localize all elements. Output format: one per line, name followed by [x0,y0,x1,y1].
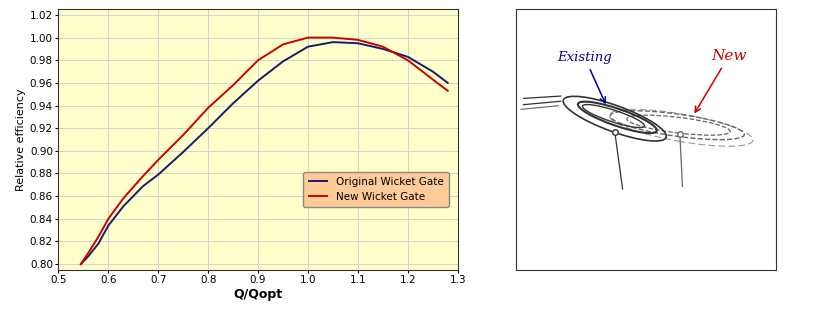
Original Wicket Gate [76,262,86,266]
Line: New Wicket Gate: New Wicket Gate [81,38,448,264]
Original Wicket Gate [303,45,313,49]
Original Wicket Gate [203,126,213,130]
New Wicket Gate [154,158,164,162]
New Wicket Gate [378,45,388,49]
Original Wicket Gate [228,101,238,105]
Original Wicket Gate [328,40,338,44]
New Wicket Gate [104,217,114,221]
Original Wicket Gate [428,70,438,73]
New Wicket Gate [76,262,86,266]
Text: Existing: Existing [558,51,612,103]
New Wicket Gate [94,235,104,239]
New Wicket Gate [203,106,213,110]
New Wicket Gate [253,58,263,62]
New Wicket Gate [228,83,238,87]
Original Wicket Gate [253,79,263,82]
Original Wicket Gate [278,60,288,63]
Original Wicket Gate [84,254,94,258]
Original Wicket Gate [94,242,104,246]
Original Wicket Gate [104,224,114,228]
New Wicket Gate [428,78,438,81]
New Wicket Gate [84,251,94,255]
New Wicket Gate [178,133,188,137]
New Wicket Gate [443,89,453,93]
New Wicket Gate [278,42,288,46]
New Wicket Gate [119,197,129,200]
New Wicket Gate [139,174,149,178]
Original Wicket Gate [353,42,363,45]
Legend: Original Wicket Gate, New Wicket Gate: Original Wicket Gate, New Wicket Gate [303,171,448,207]
New Wicket Gate [313,36,323,39]
Original Wicket Gate [119,204,129,208]
Original Wicket Gate [402,55,412,59]
Original Wicket Gate [139,184,149,188]
Text: New: New [696,49,746,112]
X-axis label: Q/Qopt: Q/Qopt [234,288,283,301]
Original Wicket Gate [154,173,164,176]
Original Wicket Gate [443,81,453,85]
Original Wicket Gate [378,47,388,51]
Line: Original Wicket Gate: Original Wicket Gate [81,42,448,264]
Y-axis label: Relative efficiency: Relative efficiency [16,88,26,191]
New Wicket Gate [328,36,338,39]
Original Wicket Gate [178,150,188,154]
New Wicket Gate [402,58,412,62]
New Wicket Gate [303,36,313,39]
New Wicket Gate [353,38,363,42]
